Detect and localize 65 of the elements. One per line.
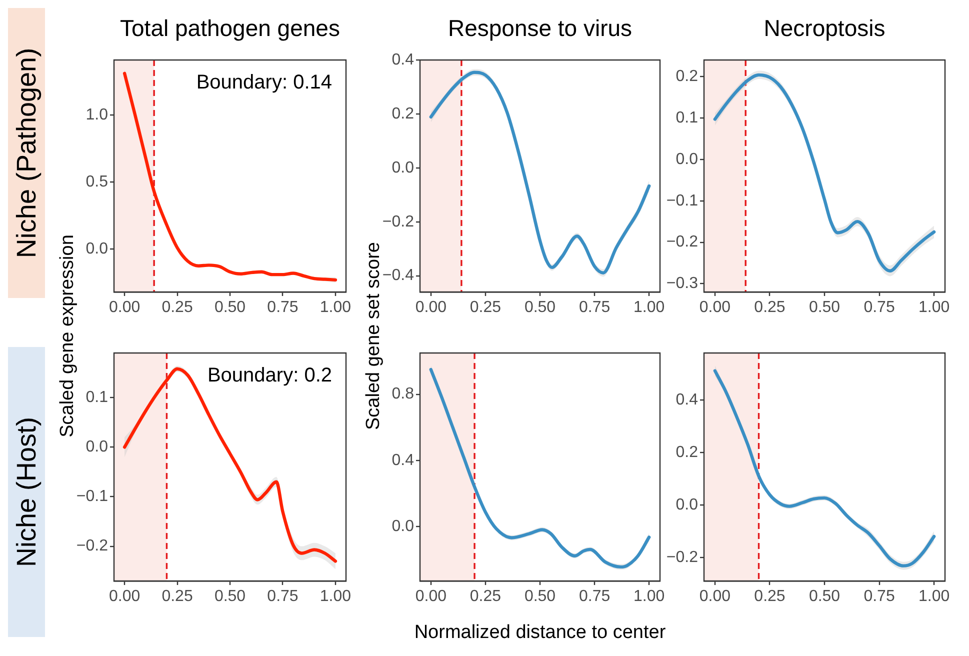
x-tick-label: 0.75 — [267, 588, 298, 606]
y-tick-label: 0.2 — [676, 444, 698, 461]
x-tick-label: 0.00 — [415, 588, 447, 606]
x-tick-label: 0.25 — [162, 299, 193, 316]
x-tick-label: 1.00 — [320, 588, 352, 606]
x-tick-label: 0.25 — [162, 588, 193, 606]
y-tick-label: 0.4 — [676, 392, 698, 409]
x-tick-label: 0.00 — [415, 299, 447, 316]
y-tick-label: 0.1 — [86, 389, 108, 406]
y-tick-label: −0.3 — [666, 275, 698, 292]
chart-title: Total pathogen genes — [119, 15, 341, 42]
x-tick-label: 0.75 — [578, 299, 610, 316]
y-tick-label: −0.2 — [382, 213, 414, 230]
x-tick-label: 0.00 — [699, 299, 731, 316]
x-axis-title: Normalized distance to center — [414, 622, 666, 644]
y-tick-label: 0.0 — [676, 150, 698, 168]
x-tick-label: 0.75 — [578, 588, 610, 606]
x-tick-label: 0.50 — [524, 588, 556, 606]
y-tick-label: −0.4 — [382, 267, 414, 284]
x-tick-label: 0.50 — [214, 588, 246, 606]
y-tick-label: −0.2 — [666, 234, 698, 251]
y-tick-label: 0.0 — [676, 496, 698, 514]
x-tick-label: 0.25 — [470, 588, 502, 606]
x-tick-label: 0.50 — [808, 588, 840, 606]
x-tick-label: 1.00 — [918, 588, 950, 606]
y-tick-label: 0.0 — [86, 240, 108, 258]
y-tick-label: −0.2 — [666, 548, 698, 566]
y-tick-label: 0.4 — [392, 452, 414, 469]
x-tick-label: 0.00 — [108, 299, 140, 316]
y-tick-label: 0.4 — [392, 51, 414, 68]
x-tick-label: 0.00 — [699, 588, 731, 606]
y-tick-label: 0.2 — [392, 105, 414, 122]
x-tick-label: 0.25 — [754, 299, 786, 316]
x-tick-label: 1.00 — [634, 588, 665, 606]
x-tick-label: 0.50 — [214, 299, 246, 316]
y-tick-label: 0.8 — [392, 386, 414, 403]
y-tick-label: −0.1 — [76, 488, 108, 506]
y-tick-label: 1.0 — [86, 106, 108, 124]
ref-line-label: Boundary: 0.2 — [207, 364, 332, 387]
x-tick-label: 1.00 — [918, 299, 950, 316]
y-tick-label: 0.0 — [392, 159, 414, 176]
x-tick-label: 0.75 — [267, 299, 298, 316]
x-tick-label: 1.00 — [634, 299, 665, 316]
y-tick-label: −0.1 — [666, 192, 698, 210]
y-axis-title: Scaled gene set score — [363, 241, 384, 430]
x-tick-label: 0.25 — [754, 588, 786, 606]
chart-title: Necroptosis — [762, 15, 886, 42]
x-tick-label: 0.75 — [864, 299, 895, 316]
x-tick-label: 1.00 — [320, 299, 352, 316]
y-axis-title: Scaled gene expression — [57, 234, 79, 437]
facet-strip: Niche (Pathogen) — [8, 8, 45, 298]
facet-strip: Niche (Host) — [8, 347, 45, 637]
x-tick-label: 0.50 — [808, 299, 840, 316]
y-tick-label: −0.2 — [76, 538, 108, 555]
y-tick-label: 0.5 — [86, 173, 108, 190]
y-tick-label: 0.1 — [676, 109, 698, 126]
y-tick-label: 0.2 — [676, 68, 698, 85]
ref-line-label: Boundary: 0.14 — [196, 72, 332, 94]
y-tick-label: 0.0 — [392, 518, 414, 535]
x-tick-label: 0.50 — [524, 299, 556, 316]
x-tick-label: 0.25 — [470, 299, 502, 316]
chart-title: Response to virus — [446, 15, 634, 42]
x-tick-label: 0.00 — [108, 588, 140, 606]
x-tick-label: 0.75 — [864, 588, 895, 606]
y-tick-label: 0.0 — [86, 438, 108, 456]
